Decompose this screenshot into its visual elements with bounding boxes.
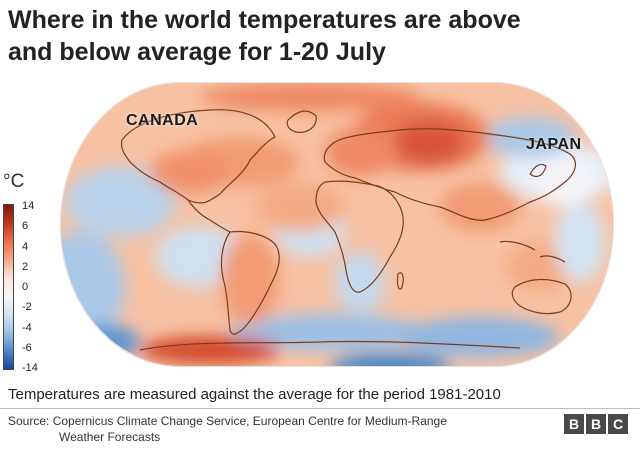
world-temperature-map — [60, 82, 614, 367]
chart-title: Where in the world temperatures are abov… — [8, 6, 521, 66]
indonesia-coast — [499, 240, 566, 263]
legend-unit: °C — [3, 171, 25, 192]
source-line-2: Weather Forecasts — [59, 430, 161, 444]
footnote: Temperatures are measured against the av… — [8, 386, 501, 403]
antarctica-coast — [139, 340, 521, 351]
japan-coast — [529, 163, 547, 178]
greenland-coast — [286, 110, 317, 133]
source-line-1: Source: Copernicus Climate Change Servic… — [8, 414, 447, 428]
legend-tick-label: 2 — [22, 260, 29, 273]
temperature-anomaly-field — [60, 82, 614, 367]
legend-tick-label: -4 — [22, 321, 32, 334]
map-label-japan: JAPAN — [526, 136, 582, 153]
legend-color-scale — [3, 204, 14, 370]
divider — [0, 408, 640, 409]
madagascar-coast — [396, 272, 404, 290]
africa-coast — [315, 180, 404, 293]
central-america-coast — [187, 199, 231, 233]
bbc-logo-letter: B — [586, 414, 606, 434]
legend-tick-label: 6 — [22, 220, 29, 233]
bbc-logo-letter: C — [608, 414, 628, 434]
bbc-logo-letter: B — [564, 414, 584, 434]
legend-tick-label: 4 — [22, 240, 29, 253]
map-label-canada: CANADA — [126, 112, 199, 129]
north-america-coast — [120, 109, 276, 204]
bbc-logo: B B C — [564, 414, 628, 434]
legend-tick-label: -2 — [22, 301, 32, 314]
legend-tick-label: 0 — [22, 281, 29, 293]
map-svg — [60, 82, 614, 367]
legend-tick-label: 14 — [22, 200, 35, 212]
australia-coast — [511, 278, 572, 315]
map-outline — [60, 82, 614, 367]
legend-tick-label: -14 — [22, 362, 38, 374]
legend-tick-label: -6 — [22, 341, 32, 354]
source-note: Source: Copernicus Climate Change Servic… — [8, 413, 568, 445]
coastlines — [120, 109, 577, 351]
south-america-coast — [220, 230, 280, 335]
eurasia-coast — [323, 128, 577, 221]
